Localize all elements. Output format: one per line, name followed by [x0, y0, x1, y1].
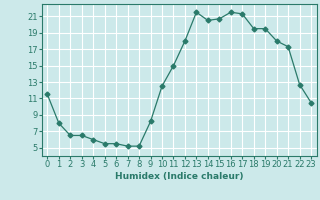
X-axis label: Humidex (Indice chaleur): Humidex (Indice chaleur)	[115, 172, 244, 181]
